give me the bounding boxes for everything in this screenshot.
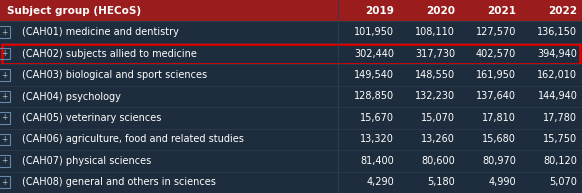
Text: 5,070: 5,070 — [549, 177, 577, 187]
Text: 17,810: 17,810 — [482, 113, 516, 123]
Bar — [0, 107, 582, 129]
Bar — [0, 129, 582, 150]
Text: 15,750: 15,750 — [543, 134, 577, 144]
Bar — [0, 26, 10, 38]
Text: 302,440: 302,440 — [354, 49, 394, 59]
Text: (CAH01) medicine and dentistry: (CAH01) medicine and dentistry — [22, 27, 179, 37]
Text: 136,150: 136,150 — [537, 27, 577, 37]
Text: 128,850: 128,850 — [354, 91, 394, 102]
Text: +: + — [2, 49, 8, 58]
Bar — [0, 172, 582, 193]
Text: 13,320: 13,320 — [360, 134, 394, 144]
Text: +: + — [2, 28, 8, 37]
Text: +: + — [2, 92, 8, 101]
Text: 17,780: 17,780 — [544, 113, 577, 123]
Text: 80,600: 80,600 — [421, 156, 455, 166]
Text: 149,540: 149,540 — [354, 70, 394, 80]
Text: 15,680: 15,680 — [482, 134, 516, 144]
Bar — [0, 150, 582, 172]
Text: 394,940: 394,940 — [537, 49, 577, 59]
Text: 402,570: 402,570 — [476, 49, 516, 59]
Bar — [0, 21, 582, 43]
Text: 80,970: 80,970 — [482, 156, 516, 166]
Text: (CAH06) agriculture, food and related studies: (CAH06) agriculture, food and related st… — [22, 134, 244, 144]
Text: 108,110: 108,110 — [415, 27, 455, 37]
Text: 80,120: 80,120 — [544, 156, 577, 166]
Text: 161,950: 161,950 — [476, 70, 516, 80]
Text: (CAH08) general and others in sciences: (CAH08) general and others in sciences — [22, 177, 216, 187]
Text: +: + — [2, 71, 8, 80]
Text: 13,260: 13,260 — [421, 134, 455, 144]
Text: 162,010: 162,010 — [537, 70, 577, 80]
Bar — [0, 155, 10, 167]
Text: +: + — [2, 156, 8, 165]
Text: 101,950: 101,950 — [354, 27, 394, 37]
Text: 5,180: 5,180 — [427, 177, 455, 187]
Text: Subject group (HECoS): Subject group (HECoS) — [7, 6, 141, 16]
Text: 2021: 2021 — [487, 6, 516, 16]
Text: (CAH05) veterinary sciences: (CAH05) veterinary sciences — [22, 113, 161, 123]
Text: 2019: 2019 — [365, 6, 394, 16]
Text: 15,070: 15,070 — [421, 113, 455, 123]
Text: +: + — [2, 135, 8, 144]
Text: 132,230: 132,230 — [415, 91, 455, 102]
Text: 4,290: 4,290 — [366, 177, 394, 187]
Bar — [0, 48, 10, 59]
Text: (CAH04) psychology: (CAH04) psychology — [22, 91, 121, 102]
Text: 148,550: 148,550 — [415, 70, 455, 80]
Text: 317,730: 317,730 — [415, 49, 455, 59]
Bar — [0, 64, 582, 86]
Text: 2022: 2022 — [548, 6, 577, 16]
Text: (CAH07) physical sciences: (CAH07) physical sciences — [22, 156, 151, 166]
Bar — [0, 176, 10, 188]
Bar — [0, 91, 10, 102]
Text: 81,400: 81,400 — [360, 156, 394, 166]
Text: (CAH03) biological and sport sciences: (CAH03) biological and sport sciences — [22, 70, 207, 80]
Bar — [0, 0, 582, 21]
Bar — [0, 86, 582, 107]
Text: +: + — [2, 178, 8, 187]
Text: +: + — [2, 113, 8, 122]
Bar — [0, 134, 10, 145]
Bar — [2, 44, 580, 63]
Text: 4,990: 4,990 — [489, 177, 516, 187]
Bar — [0, 112, 10, 124]
Text: 144,940: 144,940 — [537, 91, 577, 102]
Bar — [0, 43, 582, 64]
Text: 15,670: 15,670 — [360, 113, 394, 123]
Text: 2020: 2020 — [426, 6, 455, 16]
Text: 137,640: 137,640 — [476, 91, 516, 102]
Text: (CAH02) subjects allied to medicine: (CAH02) subjects allied to medicine — [22, 49, 197, 59]
Text: 127,570: 127,570 — [476, 27, 516, 37]
Bar — [0, 69, 10, 81]
